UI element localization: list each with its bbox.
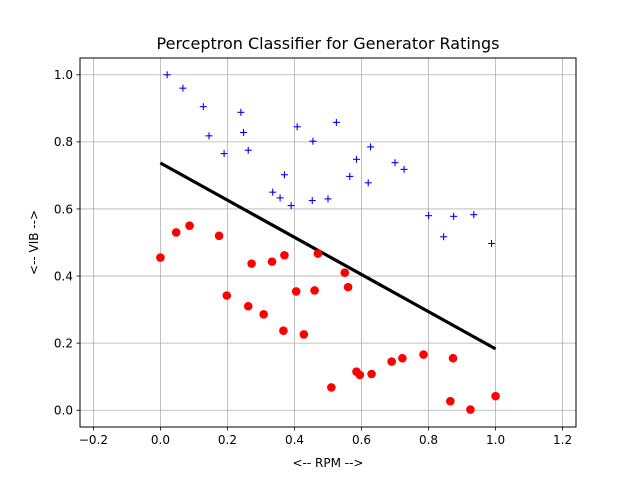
circle-marker [299, 330, 309, 339]
x-axis-label: <-- RPM --> [293, 456, 364, 470]
circle-marker [247, 259, 256, 268]
circle-marker [267, 257, 277, 266]
circle-marker [222, 291, 232, 300]
plus-marker [346, 172, 354, 180]
x-tick-label: 0.8 [419, 433, 438, 447]
circle-marker [214, 231, 224, 241]
y-tick-label: 0.4 [54, 269, 73, 283]
y-axis-label: <-- VIB --> [27, 210, 41, 275]
circle-marker [491, 391, 500, 401]
plus-marker [352, 155, 360, 163]
plus-marker [244, 146, 252, 154]
plus-marker [276, 194, 284, 202]
y-tick-label: 0.0 [54, 404, 73, 418]
plus-marker [280, 171, 288, 179]
plus-marker [364, 179, 372, 187]
circle-marker [343, 282, 353, 292]
circle-marker [171, 228, 181, 237]
plus-marker [237, 108, 245, 116]
plus-marker [163, 71, 171, 79]
grid [80, 58, 576, 427]
circle-marker [280, 250, 289, 260]
circle-marker [327, 383, 336, 392]
circle-marker [185, 221, 194, 231]
x-tick-label: 1.2 [553, 433, 572, 447]
circle-marker [340, 268, 350, 277]
circle-marker [446, 396, 455, 406]
circle-marker [387, 357, 396, 366]
circle-marker [466, 405, 475, 414]
circle-marker [313, 249, 323, 258]
plus-marker [205, 132, 213, 140]
plus-marker [287, 202, 295, 210]
axis-ticks: −0.2 0.0 0.2 0.4 0.6 0.8 1.0 1.2 0.0 0.2 0.4 0.6 0.8… [54, 68, 572, 447]
y-tick-label: 0.2 [54, 336, 73, 350]
x-tick-label: 0.2 [218, 433, 237, 447]
x-tick-label: 0.6 [352, 433, 371, 447]
plus-marker [488, 240, 496, 248]
plus-marker [367, 143, 375, 151]
circle-marker [156, 253, 165, 262]
plus-marker [199, 103, 207, 111]
plus-marker [324, 195, 332, 203]
circle-marker [398, 353, 407, 363]
plus-marker [179, 84, 187, 92]
x-tick-label: −0.2 [79, 433, 108, 447]
y-tick-label: 1.0 [54, 68, 73, 82]
circle-marker [291, 287, 301, 296]
x-tick-label: 0.0 [151, 433, 170, 447]
plus-marker [440, 233, 448, 241]
plus-marker [220, 150, 228, 158]
plot-frame [79, 57, 577, 428]
x-tick-label: 1.0 [486, 433, 505, 447]
plus-marker [240, 128, 248, 136]
plus-marker [308, 197, 316, 205]
circle-marker [259, 309, 268, 319]
circle-marker [310, 286, 319, 295]
decision-line [159, 161, 497, 351]
plus-marker [450, 212, 458, 220]
y-tick-label: 0.8 [54, 135, 73, 149]
plus-marker [293, 123, 301, 131]
y-tick-label: 0.6 [54, 202, 73, 216]
circle-marker [243, 301, 253, 311]
circle-marker [355, 370, 365, 380]
circle-marker [279, 326, 288, 336]
data-points [156, 71, 500, 414]
plus-marker [269, 188, 277, 196]
x-tick-label: 0.4 [285, 433, 304, 447]
plus-marker [309, 137, 317, 145]
chart-title: Perceptron Classifier for Generator Rati… [157, 34, 500, 53]
circle-marker [448, 353, 458, 363]
plus-marker [332, 118, 340, 126]
plus-marker [391, 159, 399, 167]
plus-marker [400, 165, 408, 173]
circle-marker [419, 350, 428, 359]
decision-boundary [159, 161, 497, 351]
plus-marker [470, 211, 478, 219]
plus-marker [425, 212, 433, 220]
circle-marker [367, 369, 376, 379]
